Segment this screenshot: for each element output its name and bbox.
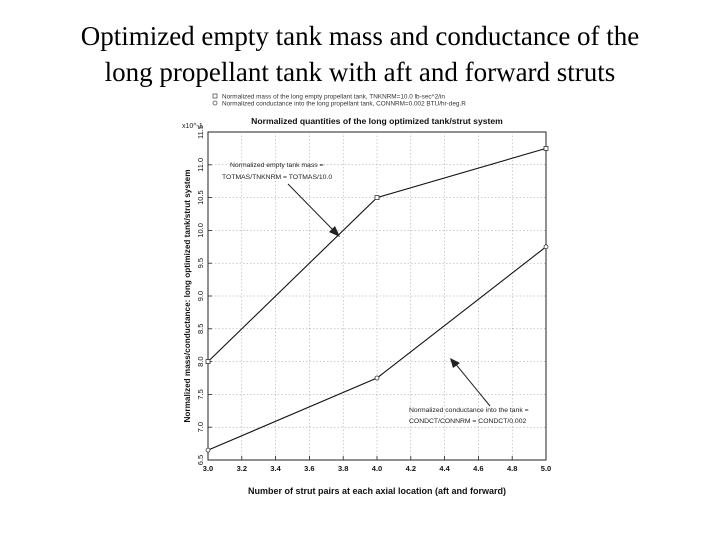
- annotation-conductance-arrow: [453, 361, 491, 407]
- x-tick-label: 4.0: [372, 464, 382, 473]
- data-point-mass: [205, 359, 211, 365]
- x-tick-label: 4.4: [439, 464, 450, 473]
- y-tick-label: 7.0: [196, 422, 205, 432]
- slide-title-line-1: Optimized empty tank mass and conductanc…: [80, 21, 640, 51]
- x-tick-label: 3.2: [237, 464, 247, 473]
- y-tick-label: 8.5: [196, 324, 205, 334]
- x-tick-label: 3.4: [270, 464, 281, 473]
- data-point-conductance: [374, 375, 380, 381]
- x-axis-label: Number of strut pairs at each axial loca…: [248, 486, 506, 496]
- data-point-conductance: [543, 244, 549, 250]
- y-axis-label: Normalized mass/conductance: long optimi…: [183, 170, 192, 423]
- chart-title: Normalized quantities of the long optimi…: [251, 116, 503, 126]
- y-tick-label: 11.0: [196, 158, 205, 172]
- annotation-conductance-line-2: CONDCT/CONNRM = CONDCT/0.002: [409, 418, 526, 425]
- y-tick-label: 11.5: [196, 125, 205, 139]
- y-tick-label: 9.5: [196, 258, 205, 268]
- y-axis-ticks: 6.5 7.0 7.5 8.0 8.5 9.0 9.5 10.0 10.5 11.0 11.5: [196, 125, 212, 465]
- data-point-conductance: [205, 447, 211, 453]
- x-tick-label: 3.0: [203, 464, 213, 473]
- annotation-mass-arrow: [287, 183, 337, 234]
- annotation-mass: Normalized empty tank mass = TOTMAS/TNKN…: [222, 162, 340, 237]
- x-tick-label: 3.6: [304, 464, 314, 473]
- y-tick-label: 6.5: [196, 455, 205, 465]
- annotation-conductance: Normalized conductance into the tank = C…: [409, 358, 529, 425]
- y-tick-label: 8.0: [196, 356, 205, 366]
- legend-entry-conductance: Normalized conductance into the long pro…: [222, 101, 466, 108]
- annotation-mass-line-1: Normalized empty tank mass =: [230, 162, 324, 169]
- x-tick-label: 4.8: [507, 464, 517, 473]
- y-tick-label: 10.5: [196, 190, 205, 205]
- annotation-conductance-arrowhead: [450, 358, 460, 368]
- legend: Normalized mass of the long empty propel…: [212, 93, 466, 108]
- data-point-mass: [374, 195, 380, 200]
- chart: Normalized mass of the long empty propel…: [182, 93, 551, 497]
- series-group: [205, 146, 549, 453]
- slide-title: Optimized empty tank mass and conductanc…: [0, 18, 720, 90]
- y-tick-label: 10.0: [196, 223, 205, 238]
- legend-marker-mass: [212, 93, 218, 99]
- legend-entry-mass: Normalized mass of the long empty propel…: [222, 94, 445, 101]
- y-multiplier: x10^-1: [182, 123, 203, 130]
- x-tick-label: 5.0: [541, 464, 551, 473]
- legend-marker-conductance: [212, 100, 218, 106]
- x-tick-label: 3.8: [338, 464, 348, 473]
- slide-title-line-2: long propellant tank with aft and forwar…: [104, 57, 616, 87]
- data-point-mass: [543, 146, 549, 151]
- y-tick-label: 7.5: [196, 389, 205, 399]
- annotation-mass-line-2: TOTMAS/TNKNRM = TOTMAS/10.0: [222, 174, 332, 181]
- x-tick-label: 4.6: [473, 464, 483, 473]
- x-tick-label: 4.2: [406, 464, 416, 473]
- x-axis-ticks: 3.0 3.2 3.4 3.6 3.8 4.0 4.2 4.4 4.6 4.8 5.0: [203, 456, 551, 473]
- y-tick-label: 9.0: [196, 291, 205, 301]
- annotation-mass-arrowhead: [329, 226, 340, 237]
- annotation-conductance-line-1: Normalized conductance into the tank =: [409, 407, 529, 414]
